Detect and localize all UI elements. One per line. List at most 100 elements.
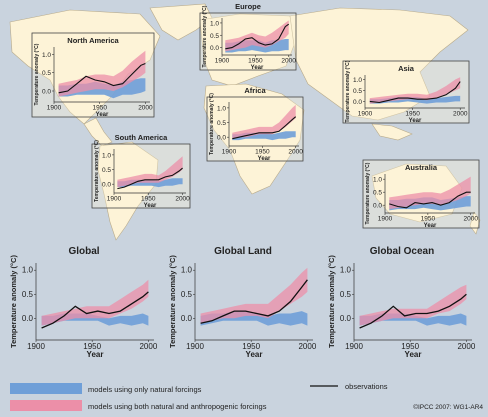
y-axis-label: Temperature anomaly (°C): [94, 140, 100, 202]
observations-line: [58, 62, 146, 94]
x-tick-label: 2000: [139, 342, 157, 351]
y-tick-label: 0.5: [42, 70, 51, 77]
observations-line: [41, 291, 149, 329]
y-axis-label: Temperature anomaly (°C): [202, 5, 208, 67]
anthropogenic-forcing-band: [359, 284, 467, 326]
x-tick-label: 2000: [175, 196, 190, 203]
legend: models using only natural forcings model…: [10, 382, 483, 411]
observations-line: [389, 191, 471, 209]
indonesia-shape: [371, 123, 413, 141]
y-tick-label: 0.0: [22, 314, 34, 323]
y-tick-label: 0.0: [217, 135, 226, 142]
y-axis-label: Temperature anomaly (°C): [327, 255, 336, 348]
x-axis-label: Year: [409, 118, 422, 124]
anthropogenic-forcing-band: [117, 156, 183, 188]
africa-chart: Africa 1900 1950 2000 0.0 0.5 1.0 Year Temperatu…: [206, 86, 304, 162]
anthropogenic-forcing-band: [58, 50, 146, 97]
y-tick-label: 1.0: [353, 77, 362, 84]
x-axis-label: Year: [96, 112, 109, 118]
y-tick-label: 0.0: [353, 99, 362, 106]
x-tick-label: 1900: [345, 342, 363, 351]
legend-swatch-both: [10, 400, 82, 411]
x-tick-label: 1900: [107, 196, 122, 203]
y-tick-label: 0.5: [373, 190, 382, 197]
legend-label-natural: models using only natural forcings: [88, 385, 202, 394]
x-tick-label: 2000: [138, 105, 153, 112]
chart-panels: North America 1900 1950 2000 0.0 0.5 1.0 Year Te…: [9, 2, 480, 359]
x-tick-label: 1900: [47, 105, 62, 112]
x-tick-label: 1900: [27, 342, 45, 351]
y-tick-label: 1.0: [181, 266, 193, 275]
chart-title: Africa: [244, 86, 266, 95]
south-america-shape: [97, 141, 159, 241]
x-tick-label: 1950: [92, 105, 107, 112]
y-tick-label: 0.5: [102, 167, 111, 174]
y-tick-label: 1.0: [22, 266, 34, 275]
australia-chart: Australia 1900 1950 2000 0.0 0.5 1.0 Year Temper…: [362, 159, 480, 229]
y-tick-label: 1.0: [340, 266, 352, 275]
x-tick-label: 1950: [405, 111, 420, 118]
x-tick-label: 2000: [288, 149, 303, 156]
x-tick-label: 1950: [401, 342, 419, 351]
y-tick-label: 0.0: [340, 314, 352, 323]
legend-label-both: models using both natural and anthropoge…: [88, 402, 267, 411]
y-axis-label: Temperature anomaly (°C): [34, 43, 40, 105]
y-tick-label: 0.5: [181, 290, 193, 299]
x-tick-label: 1950: [242, 342, 260, 351]
x-axis-label: Year: [246, 350, 263, 359]
chart-title: South America: [115, 133, 168, 142]
observations-line: [200, 279, 308, 324]
y-tick-label: 0.0: [373, 203, 382, 210]
new-zealand-shape: [469, 211, 481, 235]
global-land-chart: Global Land 1900 1950 2000 0.0 0.5 1.0 Year Temp…: [168, 246, 317, 359]
x-axis-label: Year: [251, 65, 264, 71]
copyright-credit: ©IPCC 2007: WG1-AR4: [413, 403, 483, 411]
chart-title: Global: [68, 246, 99, 257]
greenland-shape: [149, 3, 213, 41]
x-tick-label: 1900: [186, 342, 204, 351]
observations-line: [117, 167, 183, 190]
x-axis-label: Year: [424, 223, 437, 229]
y-axis-label: Temperature anomaly (°C): [365, 162, 371, 224]
x-tick-label: 2000: [463, 216, 478, 223]
anthropogenic-forcing-band: [389, 176, 471, 210]
x-tick-label: 1950: [421, 216, 436, 223]
chart-title: Global Ocean: [370, 246, 434, 257]
x-tick-label: 1950: [248, 58, 263, 65]
y-tick-label: 1.0: [42, 52, 51, 59]
x-tick-label: 1950: [141, 196, 156, 203]
x-axis-label: Year: [144, 203, 157, 209]
x-axis-label: Year: [405, 350, 422, 359]
global-ocean-chart: Global Ocean 1900 1950 2000 0.0 0.5 1.0 Year Tem…: [327, 246, 476, 359]
chart-title: North America: [67, 36, 119, 45]
y-tick-label: 0.0: [210, 45, 219, 52]
chart-title: Asia: [398, 64, 415, 73]
y-tick-label: 1.0: [102, 152, 111, 159]
chart-title: Global Land: [214, 246, 272, 257]
x-tick-label: 1900: [215, 58, 230, 65]
observations-line: [359, 293, 467, 329]
y-tick-label: 0.5: [210, 33, 219, 40]
x-tick-label: 1950: [255, 149, 270, 156]
legend-swatch-natural: [10, 383, 82, 394]
y-tick-label: 0.0: [102, 182, 111, 189]
central-america-shape: [83, 117, 113, 147]
global-chart: Global 1900 1950 2000 0.0 0.5 1.0 Year Temperatu…: [9, 246, 158, 359]
y-axis-label: Temperature anomaly (°C): [168, 255, 177, 348]
x-tick-label: 2000: [457, 342, 475, 351]
y-tick-label: 1.0: [210, 20, 219, 27]
y-axis-label: Temperature anomaly (°C): [209, 93, 215, 155]
y-tick-label: 1.0: [373, 177, 382, 184]
x-tick-label: 2000: [453, 111, 468, 118]
x-tick-label: 1900: [378, 216, 393, 223]
y-tick-label: 0.5: [353, 88, 362, 95]
x-tick-label: 2000: [298, 342, 316, 351]
chart-title: Australia: [405, 163, 438, 172]
x-tick-label: 1950: [83, 342, 101, 351]
observations-line: [369, 81, 461, 104]
x-axis-label: Year: [87, 350, 104, 359]
legend-label-obs: observations: [345, 382, 388, 391]
x-tick-label: 2000: [281, 58, 296, 65]
